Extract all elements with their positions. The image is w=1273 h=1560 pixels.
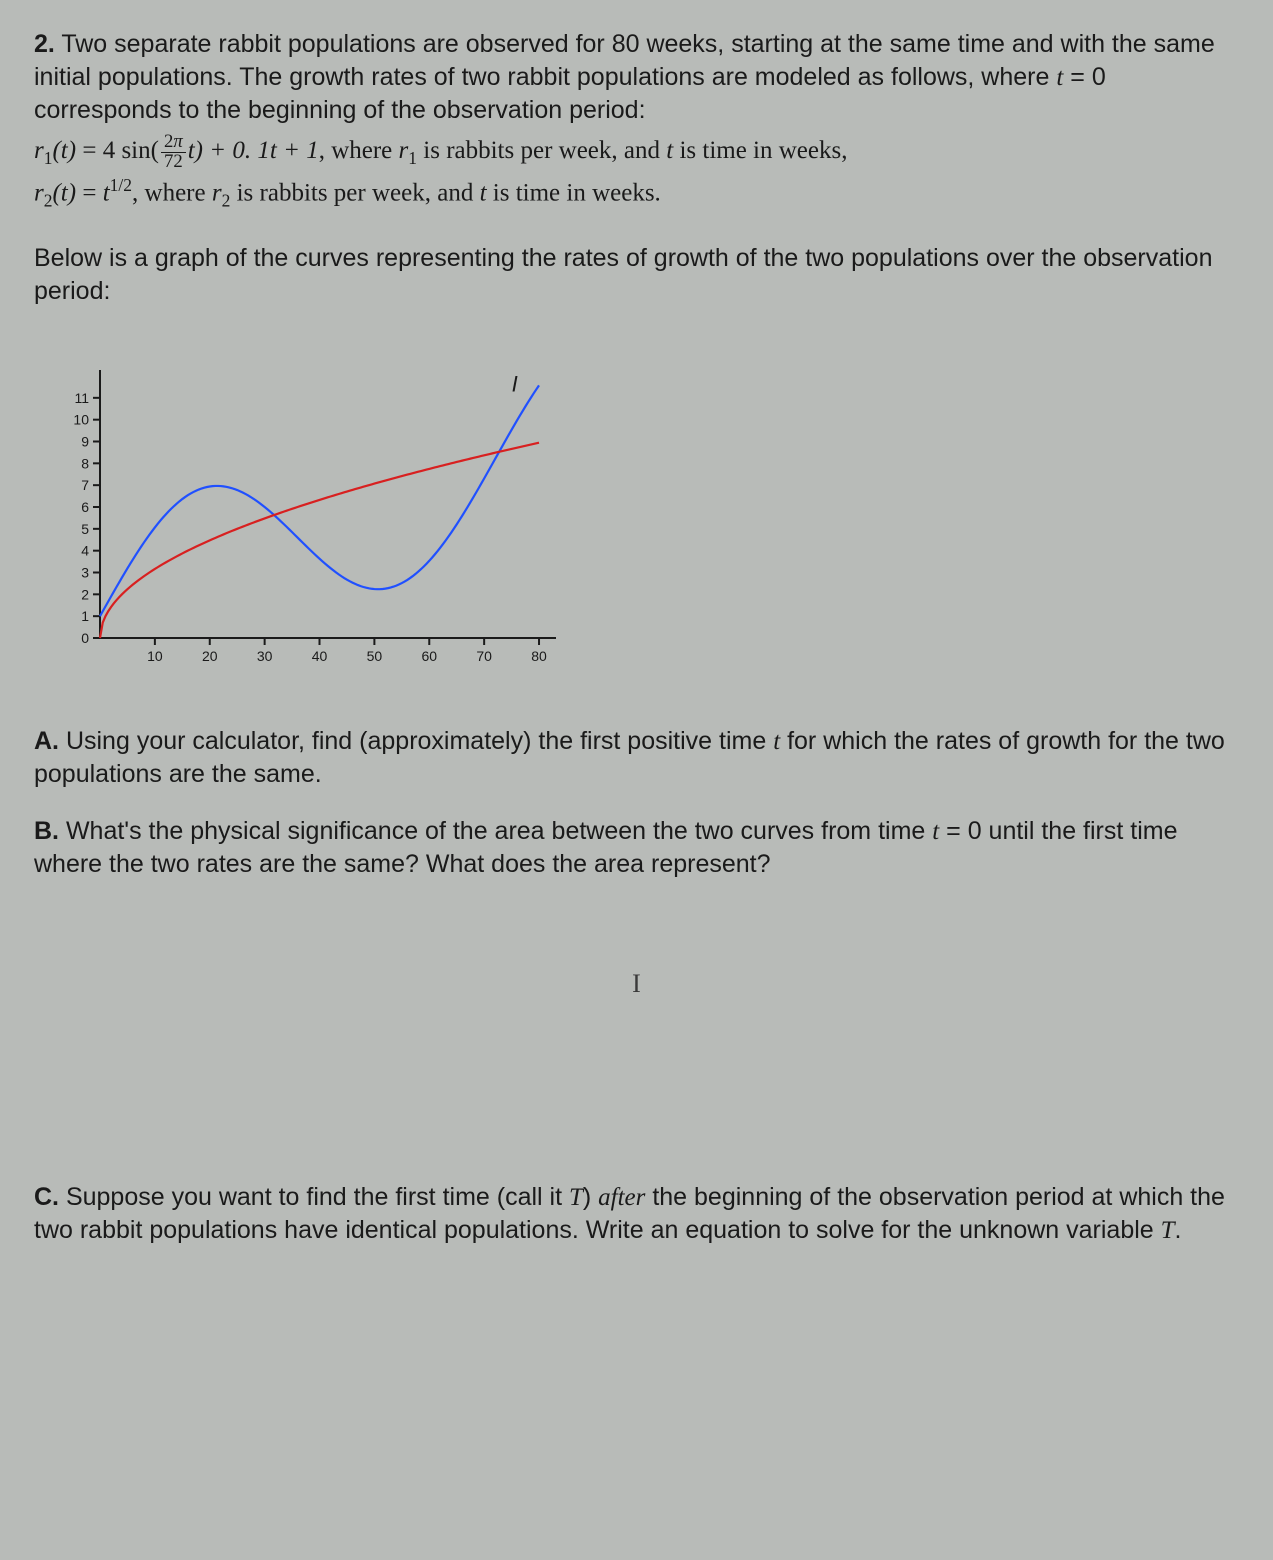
rhs-part-b: t) + 0. 1t + 1 <box>188 137 319 164</box>
svg-text:10: 10 <box>147 648 163 664</box>
arg-t: (t) <box>52 137 76 164</box>
frac-bot: 72 <box>161 153 186 172</box>
part-a: A. Using your calculator, find (approxim… <box>34 725 1239 791</box>
intro-text: Two separate rabbit populations are obse… <box>34 30 1215 91</box>
r-var: r <box>34 137 44 164</box>
part-c-T2: T <box>1161 1217 1175 1244</box>
svg-text:30: 30 <box>257 648 273 664</box>
rhs-part-a: 4 sin( <box>103 137 159 164</box>
part-c-text-b: ) <box>583 1183 598 1211</box>
svg-text:9: 9 <box>81 433 89 449</box>
part-c-text-d: . <box>1175 1216 1182 1244</box>
svg-text:7: 7 <box>81 477 89 493</box>
tail-a: , where <box>319 137 399 164</box>
svg-text:20: 20 <box>202 648 218 664</box>
svg-text:6: 6 <box>81 499 89 515</box>
part-b-zero: 0 <box>968 817 982 845</box>
tail-b-2: is rabbits per week, and <box>230 179 479 206</box>
svg-text:80: 80 <box>531 648 547 664</box>
svg-text:60: 60 <box>421 648 437 664</box>
part-b: B. What's the physical significance of t… <box>34 815 1239 881</box>
eq-op: = <box>1063 63 1092 91</box>
rhs-exp: 1/2 <box>110 175 132 195</box>
part-c-after: after <box>598 1184 645 1211</box>
part-b-eq: = <box>939 817 968 845</box>
question-intro: 2. Two separate rabbit populations are o… <box>34 28 1239 127</box>
eq-sign: = <box>76 137 103 164</box>
zero-val: 0 <box>1092 63 1106 91</box>
rhs-base: t <box>103 179 110 206</box>
part-c: C. Suppose you want to find the first ti… <box>34 1181 1239 1247</box>
fraction: 2π72 <box>161 133 186 172</box>
t-var-tail-2: t <box>480 179 487 206</box>
part-c-label: C. <box>34 1183 59 1211</box>
svg-text:5: 5 <box>81 521 89 537</box>
equation-r2: r2(t) = t1/2, where r2 is rabbits per we… <box>34 174 1239 212</box>
chart-svg: 0 1 2 3 4 5 6 7 8 9 10 11 10 20 30 40 50 60 70 80 I <box>42 358 582 678</box>
question-number: 2. <box>34 30 55 58</box>
svg-text:3: 3 <box>81 564 89 580</box>
page: 2. Two separate rabbit populations are o… <box>0 0 1273 1293</box>
equation-r1: r1(t) = 4 sin(2π72t) + 0. 1t + 1, where … <box>34 133 1239 172</box>
svg-text:4: 4 <box>81 543 89 559</box>
text-cursor-icon: I <box>632 969 641 998</box>
svg-text:40: 40 <box>312 648 328 664</box>
part-c-text-a: Suppose you want to find the first time … <box>66 1183 569 1211</box>
svg-text:0: 0 <box>81 630 89 646</box>
graph-intro: Below is a graph of the curves represent… <box>34 242 1239 308</box>
tail-a-2: , where <box>132 179 212 206</box>
part-c-T: T <box>569 1184 583 1211</box>
part-a-label: A. <box>34 727 59 755</box>
frac-top-pi: π <box>173 131 182 152</box>
r-var-tail-2: r <box>212 179 222 206</box>
tail-b: is rabbits per week, and <box>417 137 666 164</box>
svg-text:50: 50 <box>367 648 383 664</box>
r-sub-tail: 1 <box>408 148 417 168</box>
r-var-tail: r <box>399 137 409 164</box>
tail-c-2: is time in weeks. <box>487 179 661 206</box>
growth-rate-chart: 0 1 2 3 4 5 6 7 8 9 10 11 10 20 30 40 50 60 70 80 I <box>42 358 1239 687</box>
tail-c: is time in weeks, <box>673 137 847 164</box>
svg-text:2: 2 <box>81 586 89 602</box>
svg-text:I: I <box>512 371 518 396</box>
arg-t-2: (t) <box>52 179 76 206</box>
part-b-label: B. <box>34 817 59 845</box>
part-b-text-a: What's the physical significance of the … <box>66 817 932 845</box>
part-a-text-a: Using your calculator, find (approximate… <box>66 727 773 755</box>
svg-text:70: 70 <box>476 648 492 664</box>
eq-sign-2: = <box>76 179 103 206</box>
frac-top-2: 2 <box>164 131 173 152</box>
svg-text:8: 8 <box>81 455 89 471</box>
intro-tail: corresponds to the beginning of the obse… <box>34 96 646 124</box>
svg-text:11: 11 <box>74 390 89 406</box>
svg-text:10: 10 <box>73 412 89 428</box>
r-var-2: r <box>34 179 44 206</box>
svg-text:1: 1 <box>81 608 89 624</box>
